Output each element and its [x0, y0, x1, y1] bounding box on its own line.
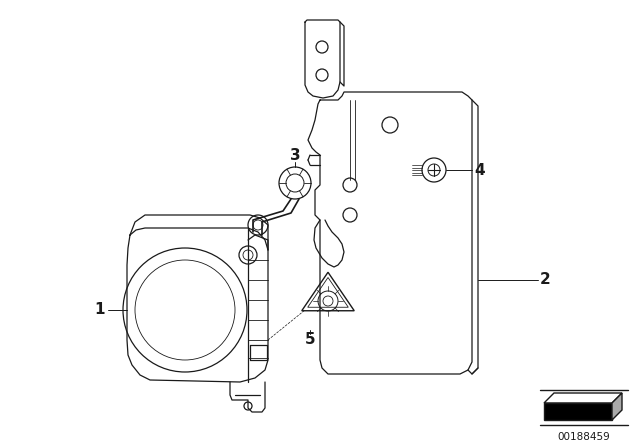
Text: 00188459: 00188459 — [557, 432, 611, 442]
Text: 1: 1 — [95, 302, 105, 318]
Text: 4: 4 — [475, 163, 485, 177]
Polygon shape — [544, 393, 622, 403]
Polygon shape — [544, 403, 612, 420]
Text: 5: 5 — [305, 332, 316, 348]
Text: 3: 3 — [290, 147, 300, 163]
Polygon shape — [612, 393, 622, 420]
Text: 2: 2 — [540, 272, 550, 288]
